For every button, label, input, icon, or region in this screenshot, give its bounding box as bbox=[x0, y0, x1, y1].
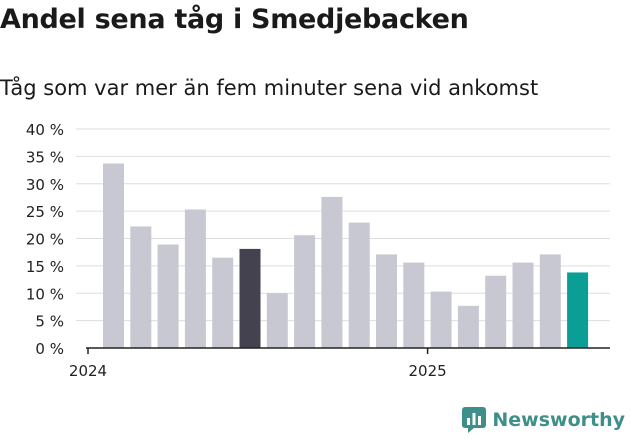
bar-2025-03 bbox=[485, 275, 507, 348]
bar-2024-01 bbox=[103, 163, 124, 348]
bar-2024-04 bbox=[184, 209, 206, 348]
bar-2024-06 bbox=[239, 248, 261, 348]
y-tick-label: 35 % bbox=[26, 148, 64, 166]
bar-2024-09 bbox=[321, 196, 343, 348]
y-tick-label: 30 % bbox=[26, 176, 64, 194]
newsworthy-logo-text: Newsworthy bbox=[492, 409, 625, 431]
y-tick-label: 0 % bbox=[35, 340, 64, 358]
x-tick-label: 2024 bbox=[69, 362, 107, 380]
y-tick-label: 5 % bbox=[35, 313, 64, 331]
y-tick-label: 15 % bbox=[26, 258, 64, 276]
bar-2024-10 bbox=[348, 222, 370, 348]
bar-2025-02 bbox=[457, 305, 479, 348]
y-tick-label: 40 % bbox=[26, 121, 64, 139]
y-axis-tick-labels: 0 % 5 % 10 % 15 % 20 % 25 % 30 % 35 % 40 % bbox=[26, 121, 64, 358]
bar-2025-05 bbox=[539, 254, 561, 348]
bar-2024-02 bbox=[130, 226, 152, 348]
x-axis-tick-labels: 2024 2025 bbox=[69, 348, 447, 380]
bar-2024-03 bbox=[157, 244, 179, 348]
y-tick-label: 25 % bbox=[26, 203, 64, 221]
y-tick-label: 20 % bbox=[26, 231, 64, 249]
bar-2024-11 bbox=[376, 254, 397, 348]
chart-title: Andel sena tåg i Smedjebacken bbox=[0, 4, 469, 35]
bar-2024-08 bbox=[294, 235, 316, 348]
grid-lines bbox=[76, 128, 610, 322]
newsworthy-logo: Newsworthy bbox=[462, 407, 625, 433]
bar-2024-07 bbox=[266, 293, 288, 348]
bar-2024-12 bbox=[403, 262, 425, 348]
newsworthy-logo-icon bbox=[462, 407, 487, 433]
bar-2024-05 bbox=[212, 257, 234, 348]
x-tick-label: 2025 bbox=[409, 362, 447, 380]
chart-subtitle: Tåg som var mer än fem minuter sena vid … bbox=[0, 76, 539, 100]
bar-2025-06 bbox=[567, 272, 589, 348]
y-tick-label: 10 % bbox=[26, 285, 64, 303]
bars bbox=[103, 163, 589, 348]
bar-2025-04 bbox=[512, 262, 534, 348]
bar-2025-01 bbox=[430, 291, 452, 348]
